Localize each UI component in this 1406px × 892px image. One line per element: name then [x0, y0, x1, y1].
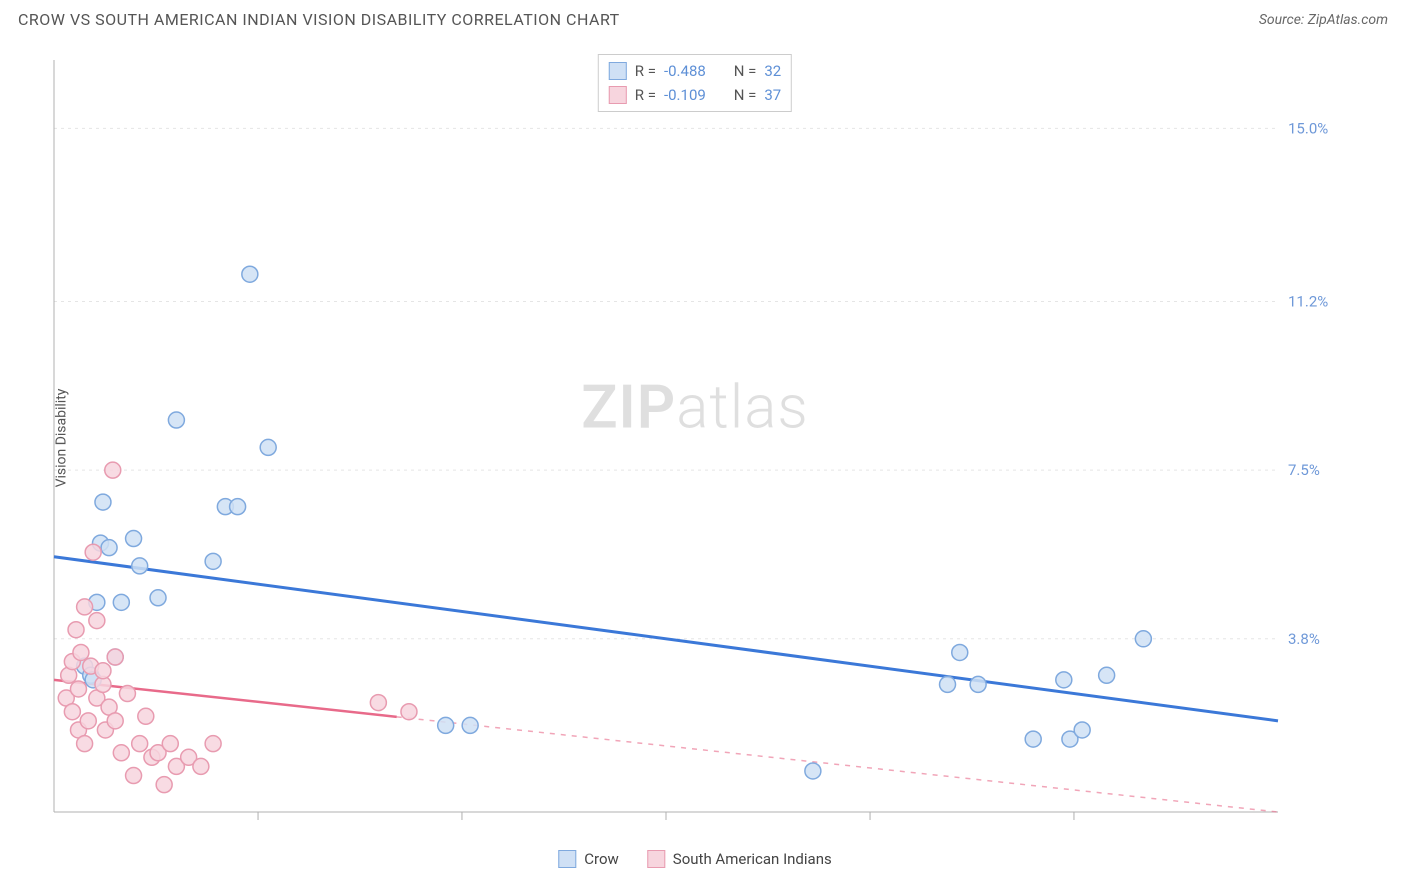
- svg-text:0.0%: 0.0%: [50, 826, 82, 828]
- legend-item: Crow: [558, 850, 619, 868]
- chart-title: CROW VS SOUTH AMERICAN INDIAN VISION DIS…: [18, 10, 620, 29]
- legend-swatch: [558, 850, 576, 868]
- series-legend: Crow South American Indians: [558, 850, 831, 868]
- svg-text:11.2%: 11.2%: [1288, 293, 1328, 311]
- legend-label: South American Indians: [673, 850, 832, 868]
- svg-text:3.8%: 3.8%: [1288, 630, 1320, 648]
- source-label: Source: ZipAtlas.com: [1259, 12, 1388, 28]
- legend-stat-row: R = -0.109 N = 37: [609, 83, 781, 107]
- legend-swatch: [647, 850, 665, 868]
- svg-text:7.5%: 7.5%: [1288, 461, 1320, 479]
- legend-stat-row: R = -0.488 N = 32: [609, 59, 781, 83]
- correlation-legend: R = -0.488 N = 32R = -0.109 N = 37: [598, 54, 792, 112]
- legend-item: South American Indians: [647, 850, 832, 868]
- legend-swatch: [609, 62, 627, 80]
- header: CROW VS SOUTH AMERICAN INDIAN VISION DIS…: [0, 0, 1406, 35]
- y-axis-label: Vision Disability: [53, 389, 69, 488]
- svg-text:100.0%: 100.0%: [1287, 826, 1336, 828]
- svg-text:15.0%: 15.0%: [1288, 119, 1328, 137]
- scatter-plot: 3.8% 7.5% 11.2% 15.0% 0.0% 100.0%: [48, 48, 1342, 828]
- chart-area: 3.8% 7.5% 11.2% 15.0% 0.0% 100.0% Vision Disa…: [48, 48, 1342, 828]
- legend-label: Crow: [584, 850, 619, 868]
- legend-swatch: [609, 86, 627, 104]
